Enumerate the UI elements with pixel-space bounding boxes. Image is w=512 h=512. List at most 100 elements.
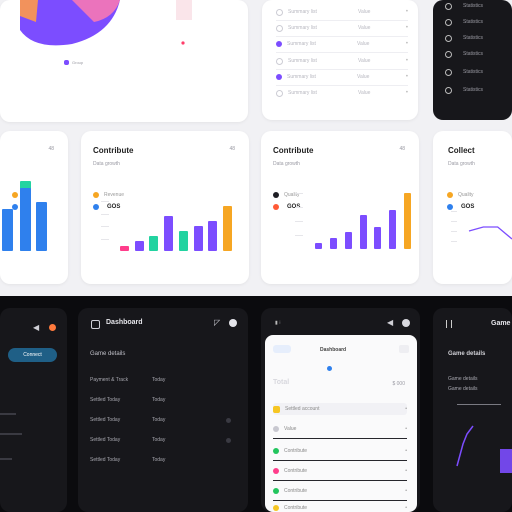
summary-list-label: Summary list — [288, 9, 317, 15]
chevron-right-icon[interactable]: • — [405, 41, 408, 47]
y-gridline — [451, 211, 457, 212]
record-icon[interactable] — [49, 324, 56, 331]
chart-card-3-title: Contribute — [273, 146, 314, 155]
game-row-label: Game details — [448, 376, 478, 382]
summary-list-item[interactable]: Summary list Value • — [276, 6, 408, 18]
total-heading: Total — [273, 379, 290, 386]
legend-label: Quality — [458, 192, 474, 198]
chart-card-3: Contribute 48 Data growth Quality GOS — [261, 131, 419, 284]
dashboard-row[interactable]: Settled Today Today — [90, 434, 236, 446]
y-gridline — [295, 193, 303, 194]
chart-card-2-corner: 48 — [229, 146, 235, 152]
chevron-right-icon[interactable]: • — [405, 505, 407, 511]
mobile-panel: Dashboard Total $ 000 Settled account • Va… — [265, 335, 417, 512]
dashboard-row[interactable]: Settled Today Today — [90, 394, 236, 406]
circle-icon — [276, 89, 283, 97]
statistics-list-item[interactable]: Statistics — [445, 48, 505, 60]
line-chart-svg — [451, 211, 512, 242]
divider — [273, 460, 407, 461]
chevron-right-icon[interactable]: • — [405, 9, 408, 15]
row-status-icon — [273, 426, 279, 432]
chart-bar — [374, 227, 381, 249]
summary-list-card: Summary list Value • Summary list Value • Summ… — [262, 0, 418, 120]
mobile-list-row[interactable]: Contribute • — [273, 502, 407, 512]
settings-icon[interactable] — [402, 319, 410, 327]
chart-bar — [179, 231, 188, 251]
legend-label: Quality — [284, 192, 300, 198]
group-tag[interactable]: Group — [64, 59, 83, 65]
dashboard-row[interactable]: Settled Today Today — [90, 454, 236, 466]
chart-bar — [404, 193, 411, 249]
statistics-list-item[interactable]: Statistics — [445, 32, 505, 44]
status-dot-icon — [226, 417, 231, 423]
y-gridline — [101, 201, 109, 202]
divider — [273, 500, 407, 501]
summary-list-item[interactable]: Summary list Value • — [276, 38, 408, 50]
y-gridline — [101, 239, 109, 240]
summary-list-item[interactable]: Summary list Value • — [276, 71, 408, 83]
chart-bar — [194, 226, 203, 251]
summary-list-item[interactable]: Summary list Value • — [276, 87, 408, 99]
chart-bar — [120, 246, 129, 251]
legend-value: GOS — [287, 204, 301, 210]
statistics-list-item[interactable]: Statistics — [445, 0, 505, 12]
legend-value: GOS — [107, 204, 121, 210]
status-icons: ▮ ⁝ — [275, 320, 281, 326]
chart-bar — [223, 206, 232, 251]
chart-series-line — [468, 226, 512, 240]
chevron-right-icon[interactable]: • — [405, 488, 407, 494]
chevron-right-icon[interactable]: • — [405, 90, 408, 96]
chevron-right-icon[interactable]: • — [405, 25, 408, 31]
mobile-list-row[interactable]: Contribute • — [273, 465, 407, 477]
purple-circle-icon — [276, 74, 282, 80]
statistics-list-item[interactable]: Statistics — [445, 16, 505, 28]
summary-list-value: Value — [358, 58, 371, 64]
mobile-row-label: Value — [284, 426, 297, 432]
statistics-list-item[interactable]: Statistics — [445, 84, 505, 96]
tab-dashboard[interactable]: Dashboard — [320, 347, 347, 353]
chevron-right-icon[interactable]: • — [405, 468, 407, 474]
placeholder-line — [0, 433, 22, 435]
share-icon[interactable]: ◸ — [214, 318, 221, 327]
summary-list-item[interactable]: Summary list Value • — [276, 55, 408, 67]
mobile-list-row[interactable]: Contribute • — [273, 445, 407, 457]
dashboard-section-title: Game details — [90, 351, 126, 357]
chevron-right-icon[interactable]: • — [405, 448, 407, 454]
chevron-right-icon[interactable]: • — [405, 426, 407, 432]
chart-bar — [36, 202, 47, 251]
legend-swatch — [93, 192, 99, 198]
chart-bar — [149, 236, 158, 251]
game-chart-bar — [500, 449, 512, 473]
dashboard-row-value: Today — [152, 417, 166, 423]
summary-list-label: Summary list — [287, 41, 316, 47]
dashboard-row[interactable]: Payment & Track Today — [90, 374, 236, 386]
legend-item: GOS — [93, 201, 120, 213]
mobile-list-row[interactable]: Settled account • — [273, 403, 407, 415]
dashboard-row[interactable]: Settled Today Today — [90, 414, 236, 426]
chevron-right-icon[interactable]: • — [405, 406, 407, 412]
connect-button[interactable]: Connect — [8, 348, 57, 362]
divider — [273, 480, 407, 481]
divider — [276, 52, 408, 53]
game-subtitle: Game details — [448, 351, 486, 357]
dashboard-row-label: Settled Today — [90, 417, 121, 423]
divider — [276, 85, 408, 86]
back-arrow-icon[interactable]: ◀ — [387, 318, 394, 327]
summary-list-item[interactable]: Summary list Value • — [276, 22, 408, 34]
mobile-list-row[interactable]: Value • — [273, 423, 407, 435]
placeholder-line — [0, 413, 16, 415]
mobile-list-row[interactable]: Contribute • — [273, 485, 407, 497]
placeholder-line — [0, 458, 12, 460]
legend-item: Quality — [447, 189, 477, 201]
chevron-right-icon[interactable]: • — [405, 74, 408, 80]
chart-2-plot — [101, 201, 235, 251]
chart-card-3-sub: Data growth — [273, 161, 300, 167]
tab-active[interactable] — [273, 345, 291, 353]
dashboard-row-value: Today — [152, 377, 166, 383]
statistics-list-item[interactable]: Statistics — [445, 66, 505, 78]
y-gridline — [295, 235, 303, 236]
back-arrow-icon[interactable]: ◀ — [33, 323, 40, 332]
circle-icon — [276, 57, 283, 65]
profile-icon[interactable] — [229, 319, 237, 327]
chevron-right-icon[interactable]: • — [405, 58, 408, 64]
